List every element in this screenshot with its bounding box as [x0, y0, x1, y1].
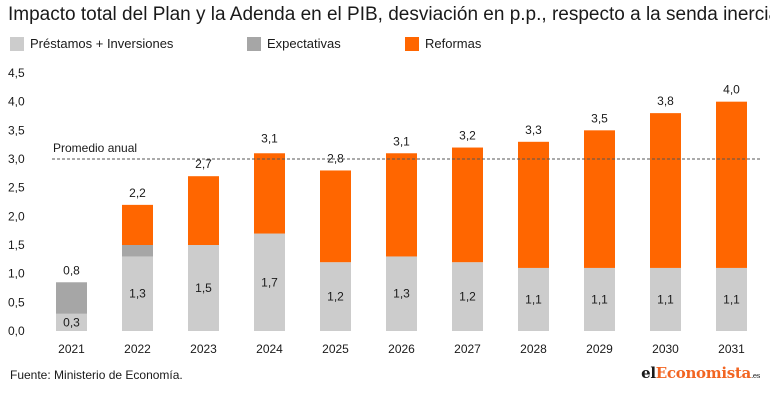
base-value-label: 1,7	[261, 275, 278, 289]
bar-segment-expectativas	[122, 245, 153, 257]
y-tick-label: 0,5	[8, 295, 25, 309]
y-tick-label: 2,5	[8, 181, 25, 195]
logo-suffix: .es	[750, 372, 760, 380]
total-value-label: 2,2	[129, 186, 146, 200]
bar-segment-prestamos	[386, 256, 417, 331]
x-tick-label: 2024	[256, 342, 283, 356]
legend-item-prestamos: Préstamos + Inversiones	[10, 36, 173, 51]
y-tick-label: 4,0	[8, 95, 25, 109]
total-value-label: 3,1	[393, 134, 410, 148]
x-tick-label: 2030	[652, 342, 679, 356]
x-tick-label: 2027	[454, 342, 481, 356]
legend-swatch-expectativas	[247, 36, 261, 51]
x-tick-label: 2023	[190, 342, 217, 356]
bar-segment-reformas	[188, 176, 219, 245]
total-value-label: 3,8	[657, 94, 674, 108]
base-value-label: 1,1	[657, 292, 674, 306]
bar-segment-prestamos	[254, 233, 285, 331]
base-value-label: 1,2	[327, 290, 344, 304]
total-value-label: 3,1	[261, 131, 278, 145]
bar-segment-reformas	[518, 141, 549, 268]
bar-segment-reformas	[584, 130, 615, 268]
x-tick-label: 2026	[388, 342, 415, 356]
x-tick-label: 2029	[586, 342, 613, 356]
legend-item-expectativas: Expectativas	[247, 36, 341, 51]
total-value-label: 3,3	[525, 123, 542, 137]
bar-segment-prestamos	[320, 262, 351, 331]
bar-segment-reformas	[452, 147, 483, 263]
total-value-label: 3,2	[459, 129, 476, 143]
total-value-label: 3,5	[591, 111, 608, 125]
x-tick-label: 2031	[718, 342, 745, 356]
bar-segment-reformas	[386, 153, 417, 257]
y-tick-label: 0,0	[8, 324, 25, 338]
y-tick-label: 3,0	[8, 152, 25, 166]
bar-segment-prestamos	[518, 267, 549, 331]
y-tick-label: 3,5	[8, 123, 25, 137]
base-value-label: 1,3	[129, 287, 146, 301]
base-value-label: 1,2	[459, 290, 476, 304]
logo-prefix: el	[641, 364, 656, 382]
chart-title: Impacto total del Plan y la Adenda en el…	[8, 4, 770, 25]
y-tick-label: 4,5	[8, 66, 25, 80]
bar-segment-prestamos	[452, 262, 483, 331]
legend: Préstamos + Inversiones Expectativas Ref…	[0, 36, 770, 56]
bar-segment-prestamos	[650, 267, 681, 331]
bar-segment-expectativas	[56, 282, 87, 314]
bar-segment-reformas	[650, 113, 681, 268]
bar-segment-reformas	[122, 204, 153, 245]
logo-accent: Economista	[655, 364, 751, 382]
total-value-label: 2,7	[195, 157, 212, 171]
legend-item-reformas: Reformas	[405, 36, 481, 51]
total-value-label: 4,0	[723, 83, 740, 97]
base-value-label: 1,1	[591, 292, 608, 306]
y-tick-label: 1,5	[8, 238, 25, 252]
legend-swatch-reformas	[405, 36, 419, 51]
base-value-label: 1,3	[393, 287, 410, 301]
base-value-label: 0,3	[63, 315, 80, 329]
bar-segment-prestamos	[716, 267, 747, 331]
legend-label-expectativas: Expectativas	[267, 36, 341, 51]
source-note: Fuente: Ministerio de Economía.	[10, 368, 183, 382]
bar-segment-prestamos	[584, 267, 615, 331]
x-tick-label: 2022	[124, 342, 151, 356]
total-value-label: 2,8	[327, 151, 344, 165]
y-tick-label: 1,0	[8, 267, 25, 281]
bar-segment-reformas	[716, 101, 747, 268]
bar-segment-prestamos	[56, 313, 87, 331]
base-value-label: 1,1	[525, 292, 542, 306]
x-tick-label: 2025	[322, 342, 349, 356]
x-tick-label: 2028	[520, 342, 547, 356]
bar-segment-reformas	[320, 170, 351, 263]
bar-segment-prestamos	[188, 245, 219, 331]
legend-label-prestamos: Préstamos + Inversiones	[30, 36, 174, 51]
reference-line-label: Promedio anual	[53, 141, 137, 155]
eleconomista-logo: elEconomista.es	[641, 364, 760, 382]
legend-label-reformas: Reformas	[425, 36, 482, 51]
bar-segment-prestamos	[122, 256, 153, 331]
x-tick-label: 2021	[58, 342, 85, 356]
base-value-label: 1,1	[723, 292, 740, 306]
total-value-label: 0,8	[63, 263, 80, 277]
y-tick-label: 2,0	[8, 209, 25, 223]
base-value-label: 1,5	[195, 281, 212, 295]
bar-segment-reformas	[254, 153, 285, 234]
legend-swatch-prestamos	[10, 36, 24, 51]
